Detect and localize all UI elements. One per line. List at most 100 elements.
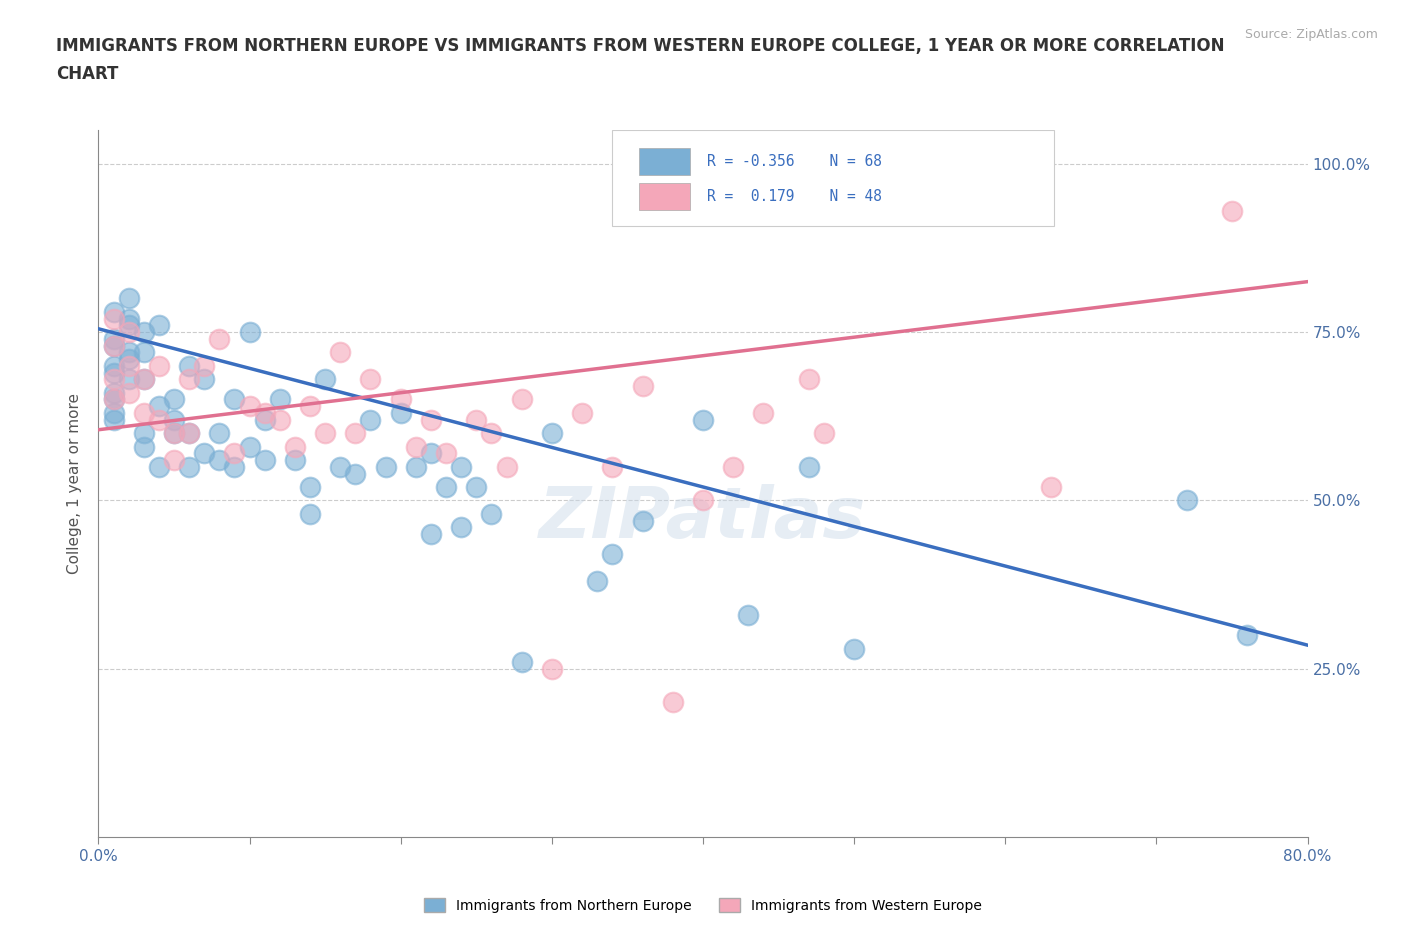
Point [253, 453, 276, 468]
Text: Source: ZipAtlas.com: Source: ZipAtlas.com [1244, 28, 1378, 41]
Point [284, 439, 307, 454]
Point [239, 399, 262, 414]
Point [844, 641, 866, 656]
Point [253, 412, 276, 427]
Point [148, 399, 170, 414]
Point [179, 459, 201, 474]
Point [103, 392, 125, 407]
Point [103, 372, 125, 387]
Point [586, 574, 609, 589]
Point [103, 385, 125, 400]
Point [510, 655, 533, 670]
FancyBboxPatch shape [613, 130, 1053, 226]
Point [374, 459, 396, 474]
Point [132, 405, 155, 420]
Point [389, 405, 412, 420]
Point [540, 426, 562, 441]
FancyBboxPatch shape [638, 183, 690, 210]
Point [118, 325, 141, 339]
Point [193, 358, 215, 373]
Text: CHART: CHART [56, 65, 118, 83]
Point [179, 426, 201, 441]
Point [239, 439, 262, 454]
Point [103, 339, 125, 353]
Point [193, 372, 215, 387]
Point [662, 695, 685, 710]
Point [1236, 628, 1258, 643]
Point [163, 426, 186, 441]
Point [602, 459, 624, 474]
Point [314, 426, 336, 441]
Point [344, 466, 367, 481]
Point [813, 426, 835, 441]
Point [1175, 493, 1198, 508]
Point [103, 358, 125, 373]
Point [284, 453, 307, 468]
Y-axis label: College, 1 year or more: College, 1 year or more [67, 393, 83, 574]
Point [692, 493, 714, 508]
Point [450, 459, 472, 474]
Point [103, 331, 125, 346]
Text: IMMIGRANTS FROM NORTHERN EUROPE VS IMMIGRANTS FROM WESTERN EUROPE COLLEGE, 1 YEA: IMMIGRANTS FROM NORTHERN EUROPE VS IMMIG… [56, 37, 1225, 55]
Point [602, 547, 624, 562]
Point [360, 372, 382, 387]
Point [224, 459, 246, 474]
Point [103, 304, 125, 319]
Point [118, 312, 141, 326]
Point [269, 412, 291, 427]
Point [752, 405, 775, 420]
Point [405, 459, 427, 474]
Point [163, 453, 186, 468]
Point [193, 445, 215, 460]
Point [103, 365, 125, 380]
Point [420, 526, 443, 541]
Point [1039, 480, 1062, 495]
Point [132, 372, 155, 387]
Point [118, 345, 141, 360]
Point [118, 385, 141, 400]
Point [163, 392, 186, 407]
Point [797, 372, 820, 387]
Point [253, 405, 276, 420]
Point [163, 426, 186, 441]
Point [118, 318, 141, 333]
Text: ZIPatlas: ZIPatlas [540, 485, 866, 553]
Point [420, 445, 443, 460]
Point [103, 405, 125, 420]
Point [737, 607, 759, 622]
Point [692, 412, 714, 427]
Point [465, 480, 488, 495]
Point [224, 445, 246, 460]
Point [299, 480, 322, 495]
Point [239, 325, 262, 339]
Point [118, 352, 141, 366]
Point [148, 459, 170, 474]
Point [103, 312, 125, 326]
Point [420, 412, 443, 427]
Point [299, 399, 322, 414]
Point [163, 412, 186, 427]
Point [269, 392, 291, 407]
Point [495, 459, 517, 474]
Point [481, 426, 503, 441]
Point [179, 358, 201, 373]
Point [360, 412, 382, 427]
Point [208, 453, 231, 468]
Point [314, 372, 336, 387]
Legend: Immigrants from Northern Europe, Immigrants from Western Europe: Immigrants from Northern Europe, Immigra… [419, 893, 987, 919]
Point [299, 507, 322, 522]
Point [208, 331, 231, 346]
Point [405, 439, 427, 454]
Point [329, 459, 352, 474]
Point [208, 426, 231, 441]
Point [118, 372, 141, 387]
Point [389, 392, 412, 407]
Point [148, 358, 170, 373]
Point [1220, 204, 1243, 219]
Point [148, 318, 170, 333]
Point [465, 412, 488, 427]
Point [132, 325, 155, 339]
Point [540, 661, 562, 676]
Point [329, 345, 352, 360]
Point [481, 507, 503, 522]
